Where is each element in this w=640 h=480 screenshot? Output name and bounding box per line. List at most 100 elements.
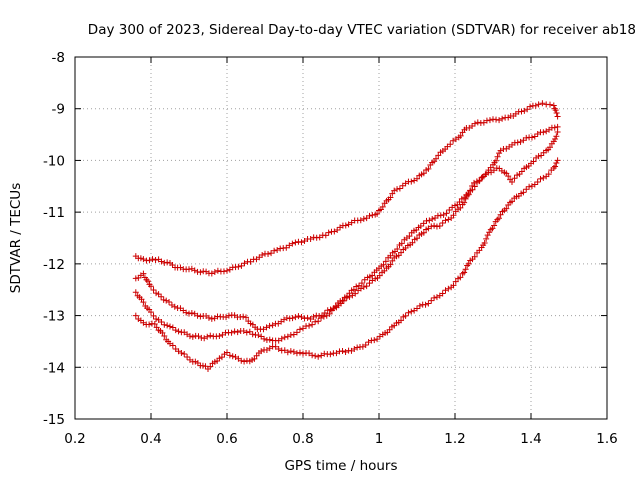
data-point-track-2	[269, 322, 276, 329]
data-point-track-1	[259, 251, 266, 258]
data-point-track-2	[446, 206, 453, 213]
data-point-track-3	[261, 335, 268, 342]
data-point-track-1	[457, 132, 464, 139]
data-point-track-1	[554, 113, 561, 120]
data-point-track-1	[146, 257, 153, 264]
data-point-track-2	[417, 222, 424, 229]
data-point-track-3	[469, 186, 476, 193]
data-point-track-4	[422, 301, 429, 308]
x-tick-label: 1.6	[596, 431, 617, 447]
data-point-track-1	[435, 152, 442, 159]
data-point-track-4	[272, 343, 279, 350]
data-point-track-4	[296, 349, 303, 356]
data-point-track-3	[189, 333, 196, 340]
data-point-track-2	[205, 314, 212, 321]
data-point-track-1	[169, 261, 176, 268]
data-point-track-2	[511, 175, 518, 182]
data-point-track-4	[445, 285, 452, 292]
data-point-track-4	[471, 253, 478, 260]
data-point-track-3	[231, 328, 238, 335]
y-tick-label: -10	[43, 153, 65, 169]
data-point-track-4	[192, 358, 199, 365]
data-point-track-4	[537, 175, 544, 182]
data-point-track-1	[474, 119, 481, 126]
data-point-track-3	[471, 183, 478, 190]
tick-labels: 0.2 0.4 0.6 0.8 1 1.2 1.4 1.6 -15 -14 -13 -12 -11 -10…	[43, 50, 618, 447]
data-point-track-3	[300, 325, 306, 332]
data-point-track-4	[199, 362, 206, 369]
data-point-track-4	[146, 321, 153, 328]
data-point-track-2	[194, 312, 201, 319]
data-point-track-1	[553, 110, 560, 117]
data-point-track-1	[539, 100, 546, 107]
y-tick-label: -15	[43, 412, 65, 428]
data-point-track-4	[545, 171, 552, 178]
data-point-track-3	[326, 310, 333, 317]
grid	[75, 57, 607, 419]
data-point-track-3	[293, 329, 300, 336]
data-point-track-3	[161, 321, 168, 328]
data-point-track-3	[340, 297, 347, 304]
data-point-track-3	[551, 124, 558, 131]
data-point-track-3	[158, 319, 165, 326]
data-point-track-1	[271, 247, 278, 254]
data-point-track-4	[318, 352, 325, 359]
data-point-track-4	[251, 355, 258, 362]
data-point-track-4	[457, 274, 464, 281]
data-point-track-2	[554, 128, 561, 135]
data-point-track-3	[439, 220, 446, 227]
data-point-track-3	[442, 217, 449, 224]
y-tick-label: -12	[43, 257, 65, 273]
data-point-track-1	[433, 155, 439, 162]
data-point-track-1	[295, 238, 302, 245]
data-point-track-2	[518, 168, 525, 175]
data-point-track-1	[486, 117, 493, 124]
data-point-track-2	[260, 326, 267, 333]
data-points	[132, 100, 561, 373]
data-point-track-2	[171, 303, 178, 310]
data-point-track-4	[495, 215, 502, 222]
x-tick-label: 0.4	[140, 431, 161, 447]
data-point-track-3	[318, 314, 325, 321]
data-point-track-3	[543, 128, 550, 135]
data-point-track-4	[520, 189, 527, 196]
data-point-track-3	[164, 322, 171, 329]
data-point-track-1	[420, 170, 427, 177]
data-point-track-4	[161, 332, 168, 339]
data-point-track-2	[135, 274, 142, 281]
data-point-track-2	[327, 306, 334, 313]
data-point-track-4	[509, 198, 515, 205]
data-point-track-4	[306, 350, 313, 357]
data-point-track-1	[387, 194, 394, 201]
data-point-track-3	[186, 333, 193, 340]
data-point-track-1	[396, 185, 403, 192]
data-point-track-4	[258, 348, 265, 355]
data-point-track-1	[149, 256, 156, 263]
data-point-track-4	[207, 363, 214, 370]
y-tick-label: -11	[43, 205, 65, 221]
data-point-track-1	[208, 270, 215, 277]
data-point-track-3	[175, 328, 182, 335]
data-point-track-3	[306, 322, 313, 329]
data-point-track-3	[465, 191, 472, 198]
data-point-track-2	[358, 280, 365, 287]
data-point-track-2	[479, 173, 486, 180]
data-point-track-3	[281, 334, 288, 341]
x-tick-label: 0.6	[216, 431, 237, 447]
data-point-track-3	[445, 216, 452, 223]
data-point-track-4	[416, 302, 423, 309]
data-point-track-2	[394, 245, 401, 252]
data-point-track-4	[315, 353, 322, 360]
data-point-track-1	[414, 175, 420, 182]
data-point-track-1	[552, 107, 559, 114]
data-point-track-4	[132, 312, 139, 319]
data-point-track-3	[290, 331, 297, 338]
data-point-track-3	[228, 329, 235, 336]
data-point-track-1	[152, 257, 159, 263]
data-point-track-1	[325, 229, 332, 236]
data-point-track-1	[521, 107, 528, 114]
x-tick-label: 1	[375, 431, 384, 447]
plot-frame	[74, 56, 608, 420]
data-point-track-3	[398, 249, 405, 256]
data-point-track-2	[310, 313, 317, 320]
